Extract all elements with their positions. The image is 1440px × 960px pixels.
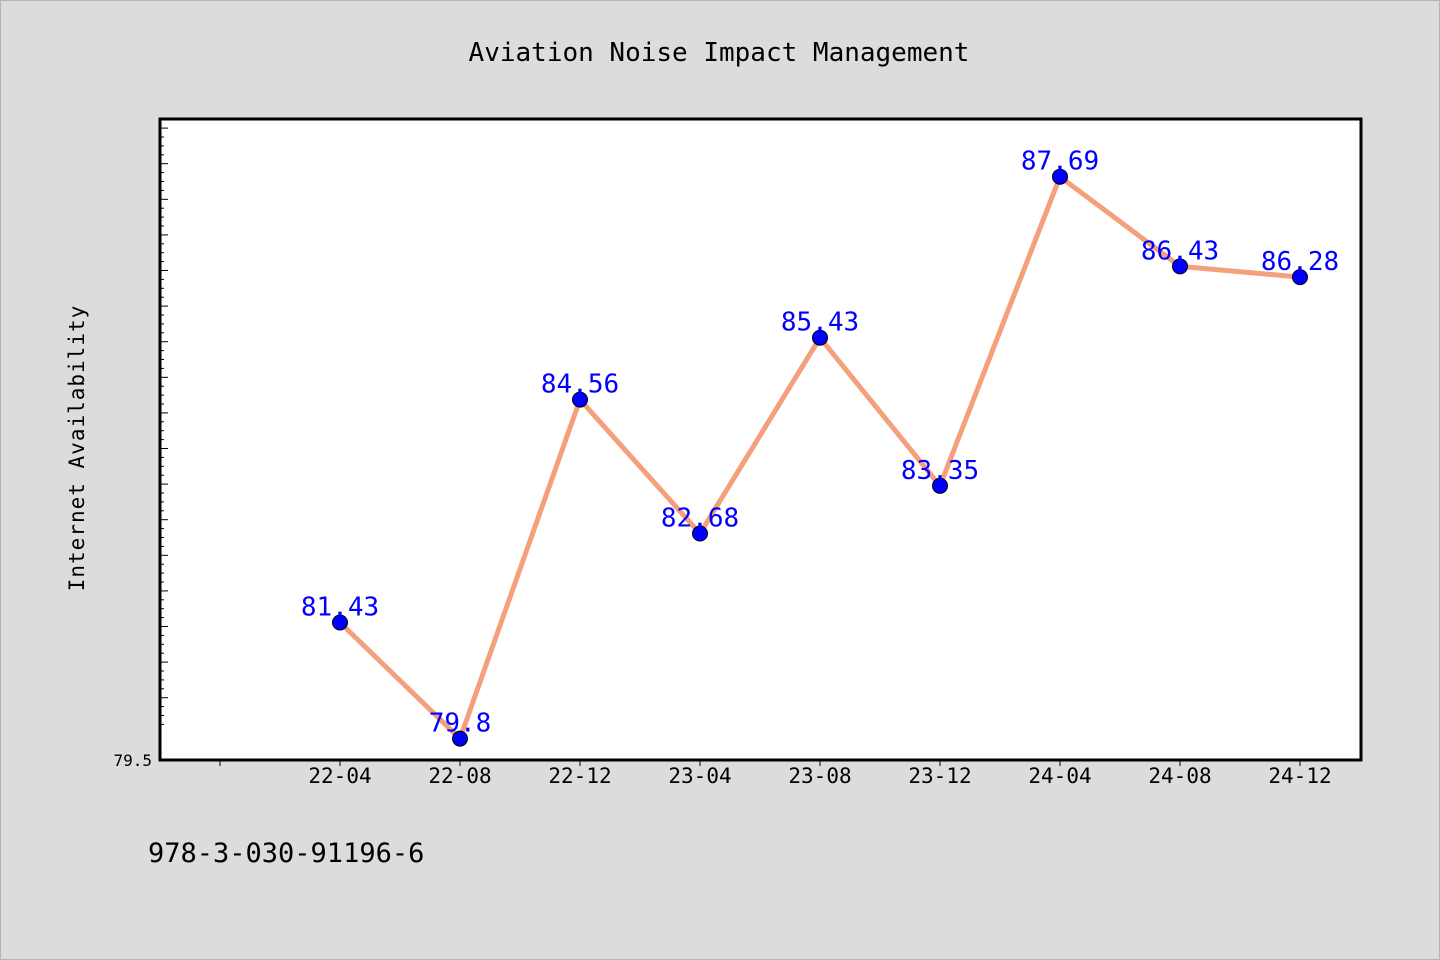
x-tick-label: 23-08 — [788, 764, 851, 788]
data-point — [812, 329, 828, 346]
x-tick-labels: 22-04 22-08 22-12 23-04 23-08 23-12 24-04 24-08… — [308, 764, 1331, 788]
data-label: 85.43 — [781, 308, 859, 338]
x-tick-label: 22-04 — [308, 764, 371, 788]
x-tick-label: 23-04 — [668, 764, 731, 788]
data-point — [452, 730, 468, 747]
data-point — [1172, 258, 1188, 275]
data-label: 79.8 — [429, 709, 492, 739]
data-label: 86.28 — [1261, 247, 1339, 277]
data-point — [1292, 269, 1308, 286]
data-point — [692, 525, 708, 542]
y-tick-label-min: 79.5 — [113, 751, 152, 770]
data-label: 81.43 — [301, 593, 379, 623]
x-tick-label: 22-08 — [428, 764, 491, 788]
footer-id: 978-3-030-91196-6 — [148, 838, 424, 869]
plot-area — [158, 117, 1363, 762]
data-point — [332, 614, 348, 631]
x-tick-label: 24-04 — [1028, 764, 1091, 788]
data-label: 87.69 — [1021, 147, 1099, 177]
x-tick-label: 23-12 — [908, 764, 971, 788]
data-points — [332, 168, 1308, 747]
data-label: 82.68 — [661, 504, 739, 534]
data-label: 84.56 — [541, 370, 619, 400]
data-point — [572, 391, 588, 408]
y-axis-title: Internet Availability — [65, 305, 89, 592]
data-labels: 81.43 79.8 84.56 82.68 85.43 83.35 87.69 86.43 8… — [301, 147, 1339, 739]
x-tick-label: 24-08 — [1148, 764, 1211, 788]
data-point — [1052, 168, 1068, 185]
data-point — [932, 477, 948, 494]
data-label: 83.35 — [901, 456, 979, 486]
chart-title: Aviation Noise Impact Management — [469, 38, 970, 68]
x-tick-label: 24-12 — [1268, 764, 1331, 788]
axis-ticks — [160, 127, 1301, 766]
data-label: 86.43 — [1141, 236, 1219, 266]
x-tick-label: 22-12 — [548, 764, 611, 788]
